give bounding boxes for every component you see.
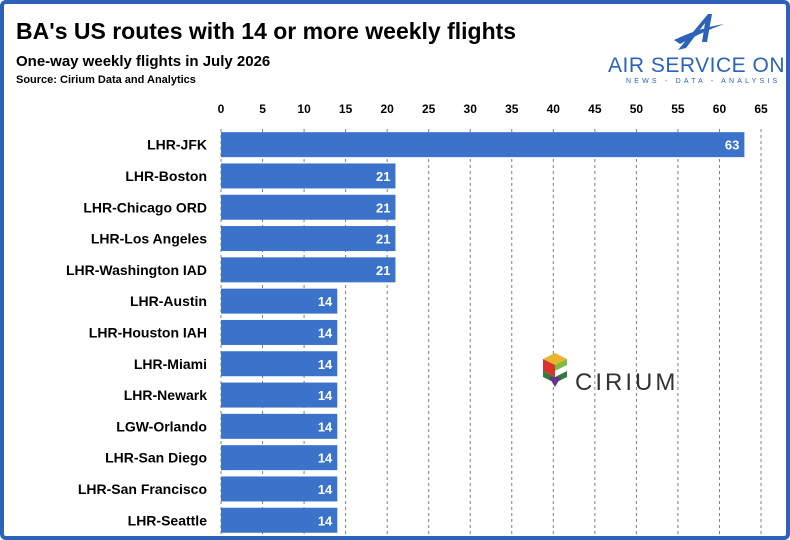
bar (221, 132, 745, 158)
category-label: LHR-San Diego (105, 450, 207, 466)
data-label: 14 (318, 325, 333, 340)
x-tick-label: 0 (218, 102, 225, 116)
category-label: LHR-San Francisco (78, 481, 207, 497)
x-tick-label: 40 (547, 102, 561, 116)
data-label: 14 (318, 482, 333, 497)
x-tick-label: 5 (259, 102, 266, 116)
bar-chart: 0 5 10 15 20 25 30 35 40 45 50 55 60 65 LHR-JFK 63 LHR-B… (66, 102, 768, 536)
bar (221, 319, 338, 345)
data-label: 14 (318, 419, 333, 434)
category-label: LHR-Chicago ORD (83, 199, 207, 215)
data-label: 63 (725, 138, 739, 153)
source-note: Source: Cirium Data and Analytics (16, 74, 196, 86)
x-tick-label: 35 (505, 102, 519, 116)
x-tick-label: 60 (713, 102, 727, 116)
data-label: 14 (318, 388, 333, 403)
x-tick-label: 10 (297, 102, 311, 116)
x-tick-label: 25 (422, 102, 436, 116)
data-label: 14 (318, 451, 333, 466)
watermark-text: CIRIUM (575, 369, 679, 396)
x-tick-label: 65 (754, 102, 768, 116)
bar (221, 351, 338, 377)
bar (221, 194, 396, 220)
data-label: 14 (318, 294, 333, 309)
data-label: 14 (318, 513, 333, 528)
category-label: LHR-Houston IAH (89, 324, 207, 340)
x-tick-label: 15 (339, 102, 353, 116)
bar (221, 382, 338, 408)
bar (221, 445, 338, 471)
brand-tagline: NEWS - DATA - ANALYSIS (626, 78, 781, 85)
bar (221, 476, 338, 502)
air-service-one-logo: AIR SERVICE ONE NEWS - DATA - ANALYSIS (604, 10, 786, 88)
brand-name: AIR SERVICE ONE (608, 54, 790, 77)
x-tick-label: 50 (630, 102, 644, 116)
bar (221, 226, 396, 252)
x-tick-label: 20 (380, 102, 394, 116)
bar (221, 257, 396, 283)
data-label: 21 (376, 263, 390, 278)
category-label: LHR-Washington IAD (66, 262, 207, 278)
cirium-watermark: CIRIUM (541, 349, 681, 396)
x-tick-label: 55 (671, 102, 685, 116)
cirium-mark-icon (543, 353, 567, 387)
bar (221, 288, 338, 314)
category-label: LHR-Seattle (128, 512, 208, 528)
chart-subtitle: One-way weekly flights in July 2026 (16, 53, 271, 70)
category-label: LHR-Austin (130, 293, 207, 309)
category-label: LHR-Boston (125, 168, 207, 184)
bar (221, 413, 338, 439)
x-tick-label: 45 (588, 102, 602, 116)
air-service-one-mark-icon (674, 14, 724, 50)
category-label: LHR-Los Angeles (91, 231, 207, 247)
category-label: LHR-Newark (124, 387, 207, 403)
category-label: LHR-JFK (147, 137, 207, 153)
bar (221, 507, 338, 533)
x-tick-label: 30 (464, 102, 478, 116)
bar (221, 163, 396, 189)
category-label: LHR-Miami (134, 356, 207, 372)
chart-title: BA's US routes with 14 or more weekly fl… (16, 18, 517, 44)
category-label: LGW-Orlando (116, 418, 207, 434)
data-label: 21 (376, 169, 390, 184)
data-label: 21 (376, 200, 390, 215)
data-label: 21 (376, 232, 390, 247)
data-label: 14 (318, 357, 333, 372)
